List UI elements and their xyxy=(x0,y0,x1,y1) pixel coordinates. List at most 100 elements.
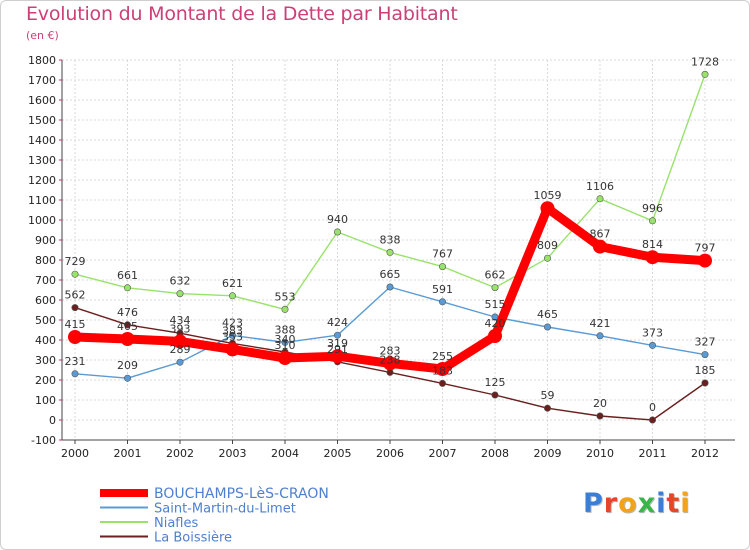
data-label: 183 xyxy=(432,364,453,377)
logo-letter: P xyxy=(583,488,604,519)
series-point xyxy=(281,338,289,346)
x-tick-label: 2003 xyxy=(219,447,247,460)
series-point xyxy=(330,349,345,364)
y-tick-label: 700 xyxy=(35,274,56,287)
y-tick-label: 1200 xyxy=(28,174,56,187)
data-label: 662 xyxy=(485,269,506,282)
data-label: 515 xyxy=(485,298,506,311)
x-tick-label: 2006 xyxy=(376,447,404,460)
series-point xyxy=(645,250,660,265)
data-label: 591 xyxy=(432,283,453,296)
series-point xyxy=(333,331,341,339)
y-tick-label: 900 xyxy=(35,234,56,247)
data-label: 814 xyxy=(642,238,663,251)
data-label: 255 xyxy=(432,350,453,363)
y-tick-label: -100 xyxy=(31,434,56,447)
series-point xyxy=(120,332,135,346)
x-tick-label: 2000 xyxy=(61,447,89,460)
data-label: 283 xyxy=(380,344,401,357)
data-label: 465 xyxy=(537,308,558,321)
chart-title: Evolution du Montant de la Dette par Hab… xyxy=(26,3,458,25)
data-label: 388 xyxy=(275,323,296,336)
y-tick-label: 800 xyxy=(35,254,56,267)
y-tick-label: 1100 xyxy=(28,194,56,207)
data-label: 310 xyxy=(275,339,296,352)
data-label: 867 xyxy=(590,228,611,241)
legend-label: BOUCHAMPS-LèS-CRAON xyxy=(154,486,329,502)
series-point xyxy=(701,70,709,78)
x-tick-label: 2004 xyxy=(271,447,299,460)
data-label: 940 xyxy=(327,213,348,226)
data-label: 476 xyxy=(117,306,138,319)
data-label: 0 xyxy=(649,401,656,414)
series-point xyxy=(438,298,446,306)
series-point xyxy=(543,404,551,412)
series-point xyxy=(596,332,604,340)
series-point xyxy=(278,351,292,365)
data-label: 423 xyxy=(222,316,243,329)
data-label: 291 xyxy=(327,343,348,356)
data-label: 767 xyxy=(432,248,453,261)
data-label: 373 xyxy=(642,326,663,339)
data-label: 209 xyxy=(117,359,138,372)
logo-letter: r xyxy=(603,488,619,519)
series-point xyxy=(438,263,446,271)
series-point xyxy=(543,323,551,331)
data-label: 185 xyxy=(695,364,716,377)
data-label: 434 xyxy=(170,314,191,327)
y-tick-label: 100 xyxy=(35,394,56,407)
series-point xyxy=(435,362,450,376)
data-label: 238 xyxy=(380,353,401,366)
data-label: 125 xyxy=(485,376,506,389)
y-tick-label: 500 xyxy=(35,314,56,327)
data-label: 405 xyxy=(117,320,138,333)
data-label: 665 xyxy=(380,268,401,281)
series-point xyxy=(701,379,709,387)
series-point xyxy=(176,358,184,366)
data-label: 383 xyxy=(222,324,243,337)
logo-letter: i xyxy=(656,488,667,519)
data-label: 838 xyxy=(380,233,401,246)
data-label: 809 xyxy=(537,239,558,252)
proxiti-logo: Proxiti xyxy=(583,488,691,519)
x-tick-label: 2009 xyxy=(534,447,562,460)
data-label: 562 xyxy=(65,289,86,302)
logo-letter: i xyxy=(680,488,691,519)
series-point xyxy=(124,284,132,292)
series-point xyxy=(71,270,79,278)
legend-label: Niafles xyxy=(154,516,198,531)
series-point xyxy=(698,253,712,268)
y-tick-label: 1300 xyxy=(28,154,56,167)
data-label: 340 xyxy=(275,333,296,346)
data-label: 1106 xyxy=(586,180,614,193)
data-label: 319 xyxy=(327,337,348,350)
series-point xyxy=(124,321,132,329)
data-label: 424 xyxy=(327,316,348,329)
legend-label: Saint-Martin-du-Limet xyxy=(154,502,296,517)
y-tick-label: 1600 xyxy=(28,94,56,107)
series-point xyxy=(543,254,551,262)
data-label: 420 xyxy=(485,317,506,330)
data-label: 632 xyxy=(170,275,191,288)
legend-label: La Boissière xyxy=(154,531,232,546)
y-tick-label: 1800 xyxy=(28,54,56,67)
series-point xyxy=(68,330,82,344)
series-point xyxy=(648,341,656,349)
x-tick-label: 2005 xyxy=(324,447,352,460)
series-point xyxy=(225,342,240,357)
series-point xyxy=(648,217,656,225)
series-point xyxy=(648,416,656,424)
data-label: 327 xyxy=(695,336,716,349)
series-point xyxy=(281,305,289,313)
y-tick-label: 0 xyxy=(49,414,56,427)
y-tick-label: 600 xyxy=(35,294,56,307)
data-label: 797 xyxy=(695,242,716,255)
series-point xyxy=(593,239,607,254)
series-point xyxy=(488,329,502,343)
x-tick-label: 2011 xyxy=(639,447,667,460)
series-point xyxy=(333,228,341,236)
y-tick-label: 1500 xyxy=(28,114,56,127)
data-label: 1059 xyxy=(534,189,562,202)
x-tick-label: 2012 xyxy=(691,447,719,460)
series-point xyxy=(438,379,446,387)
